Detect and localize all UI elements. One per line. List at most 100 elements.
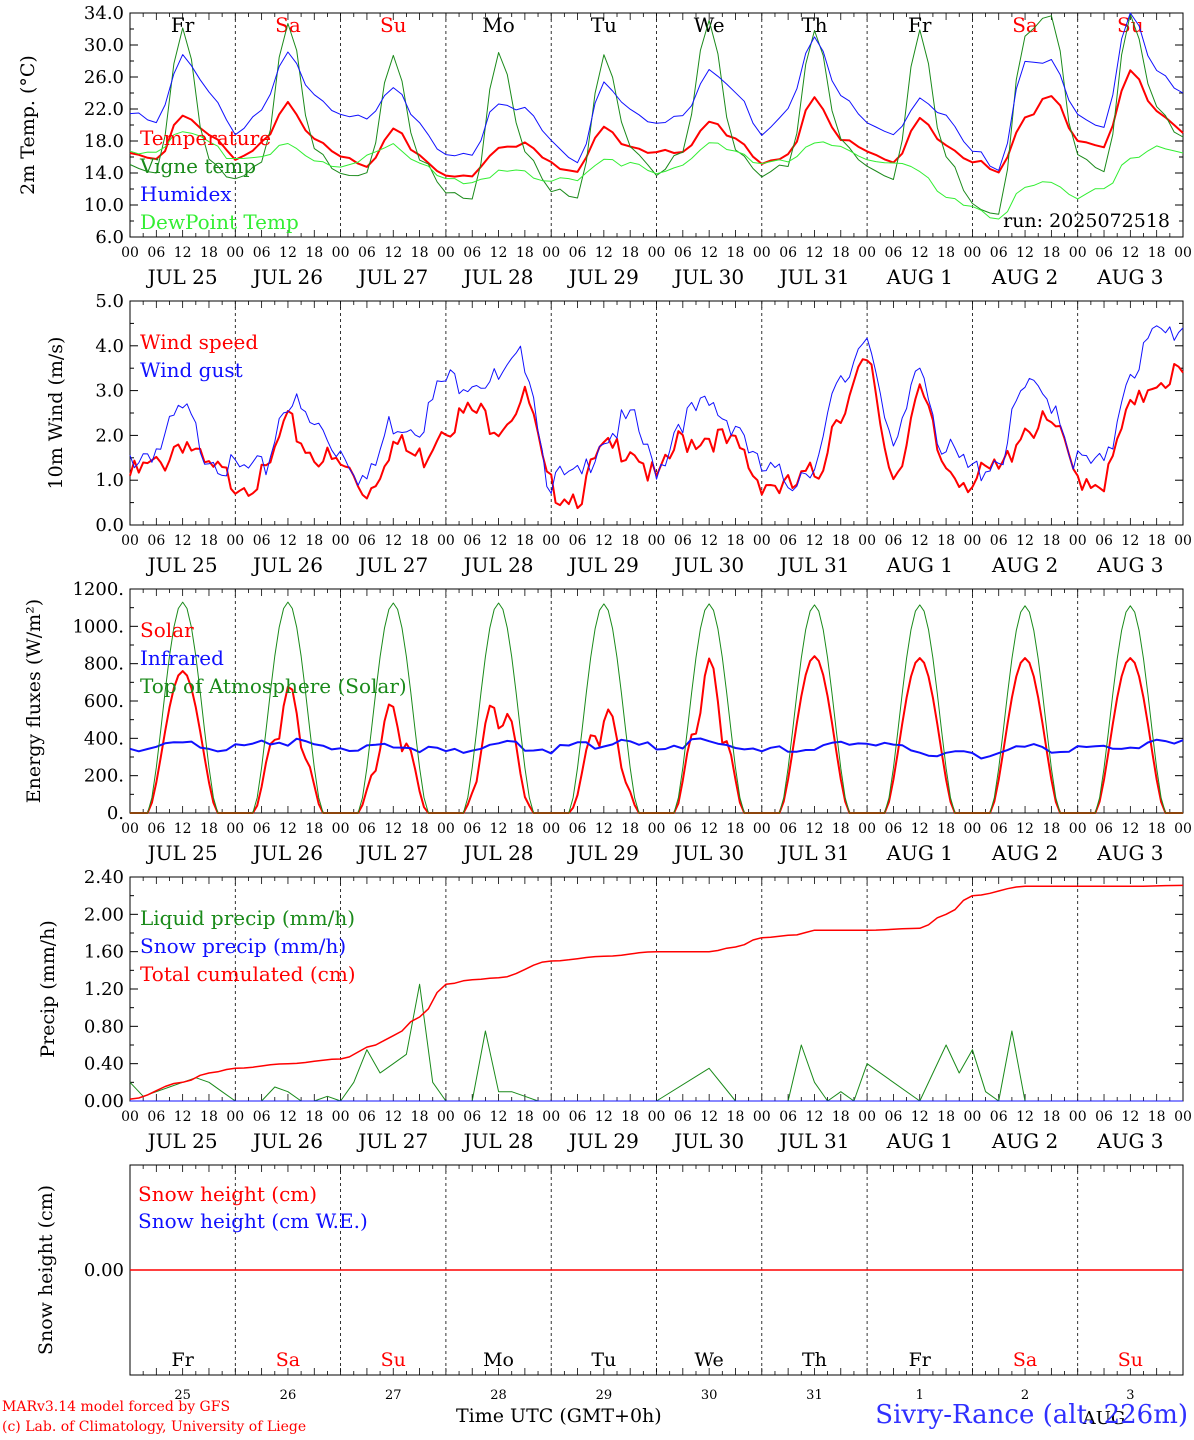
hour-label: 12 — [595, 1109, 613, 1125]
hour-label: 00 — [542, 821, 560, 837]
date-label: JUL 28 — [462, 841, 534, 865]
hour-label: 00 — [332, 821, 350, 837]
y-tick-label: 2.00 — [84, 904, 124, 925]
hour-label: 12 — [806, 1109, 824, 1125]
date-label: JUL 30 — [672, 1129, 744, 1153]
y-axis-label: Precip (mm/h) — [37, 920, 59, 1058]
hour-label: 00 — [858, 821, 876, 837]
hour-label: 06 — [253, 1109, 271, 1125]
weekday-label: Sa — [1012, 13, 1038, 37]
series-line-top-of-atmosphere-solar- — [130, 601, 1183, 814]
weekday-label: Su — [381, 1349, 406, 1371]
y-tick-label: 10.0 — [84, 195, 124, 216]
weekday-label: Sa — [1013, 1349, 1037, 1371]
hour-label: 12 — [700, 533, 718, 549]
hour-label: 18 — [305, 821, 323, 837]
y-tick-label: 600. — [84, 691, 124, 712]
hour-label: 00 — [858, 1109, 876, 1125]
hour-label: 12 — [806, 821, 824, 837]
hour-label: 12 — [384, 245, 402, 261]
date-label: JUL 26 — [251, 265, 323, 289]
hour-label: 00 — [648, 533, 666, 549]
y-tick-label: 4.0 — [95, 336, 124, 357]
hour-label: 00 — [542, 245, 560, 261]
hour-label: 00 — [963, 1109, 981, 1125]
hour-label: 06 — [885, 533, 903, 549]
weekday-label: Su — [1117, 13, 1144, 37]
hour-label: 18 — [621, 533, 639, 549]
hour-label: 00 — [437, 245, 455, 261]
weekday-label: Sa — [276, 1349, 300, 1371]
hour-label: 00 — [226, 1109, 244, 1125]
hour-label: 12 — [700, 245, 718, 261]
y-tick-label: 0.80 — [84, 1016, 124, 1037]
y-tick-label: 0.40 — [84, 1054, 124, 1075]
hour-label: 06 — [885, 1109, 903, 1125]
y-axis-label: 10m Wind (m/s) — [45, 337, 67, 490]
date-label: AUG 1 — [886, 841, 953, 865]
date-label: AUG 2 — [991, 265, 1058, 289]
day-number-label: 29 — [596, 1388, 613, 1403]
hour-label: 00 — [437, 821, 455, 837]
hour-label: 00 — [121, 1109, 139, 1125]
hour-label: 00 — [121, 821, 139, 837]
weekday-label: Fr — [172, 1349, 195, 1371]
hour-label: 12 — [595, 533, 613, 549]
hour-label: 18 — [937, 821, 955, 837]
hour-label: 12 — [174, 821, 192, 837]
hour-label: 06 — [1095, 1109, 1113, 1125]
hour-label: 00 — [858, 533, 876, 549]
hour-label: 18 — [411, 821, 429, 837]
y-tick-label: 6.0 — [95, 227, 124, 248]
date-label: JUL 28 — [462, 265, 534, 289]
y-axis-label: Snow height (cm) — [35, 1185, 57, 1355]
hour-label: 12 — [700, 1109, 718, 1125]
legend-entry: Wind gust — [140, 358, 243, 382]
hour-label: 06 — [253, 533, 271, 549]
hour-label: 18 — [200, 245, 218, 261]
day-number-label: 25 — [174, 1388, 191, 1403]
date-label: AUG 1 — [886, 265, 953, 289]
date-label: JUL 26 — [251, 1129, 323, 1153]
date-label: JUL 30 — [672, 553, 744, 577]
hour-label: 12 — [174, 1109, 192, 1125]
day-number-label: 2 — [1021, 1388, 1029, 1403]
date-label: JUL 25 — [146, 1129, 218, 1153]
weekday-label: Tu — [591, 13, 617, 37]
series-line-total-cumulated-cm- — [129, 884, 1184, 1100]
panel-3 — [129, 588, 1184, 814]
hour-label: 06 — [463, 245, 481, 261]
date-label: JUL 26 — [251, 841, 323, 865]
hour-label: 00 — [753, 245, 771, 261]
hour-label: 12 — [911, 245, 929, 261]
hour-label: 12 — [1016, 1109, 1034, 1125]
date-label: AUG 3 — [1096, 265, 1163, 289]
hour-label: 06 — [1095, 533, 1113, 549]
hour-label: 18 — [727, 533, 745, 549]
hour-label: 18 — [1042, 245, 1060, 261]
hour-label: 18 — [305, 1109, 323, 1125]
hour-label: 06 — [779, 245, 797, 261]
hour-label: 18 — [516, 1109, 534, 1125]
hour-label: 18 — [832, 1109, 850, 1125]
y-tick-label: 1200. — [72, 579, 124, 600]
hour-label: 18 — [200, 533, 218, 549]
hour-label: 06 — [358, 821, 376, 837]
hour-label: 00 — [437, 533, 455, 549]
lab-credit-line: (c) Lab. of Climatology, University of L… — [2, 1419, 307, 1435]
hour-label: 00 — [1174, 245, 1192, 261]
hour-label: 06 — [358, 1109, 376, 1125]
hour-label: 12 — [490, 821, 508, 837]
hour-label: 00 — [121, 533, 139, 549]
date-label: JUL 29 — [567, 553, 639, 577]
y-tick-label: 1.0 — [95, 470, 124, 491]
date-label: JUL 30 — [672, 265, 744, 289]
hour-label: 06 — [990, 533, 1008, 549]
weekday-label: Su — [1118, 1349, 1143, 1371]
hour-label: 18 — [305, 533, 323, 549]
hour-label: 06 — [885, 245, 903, 261]
series-line-vigne-temp — [129, 13, 1184, 215]
legend-entry: DewPoint Temp — [140, 210, 299, 234]
legend-entry: Infrared — [140, 646, 224, 670]
